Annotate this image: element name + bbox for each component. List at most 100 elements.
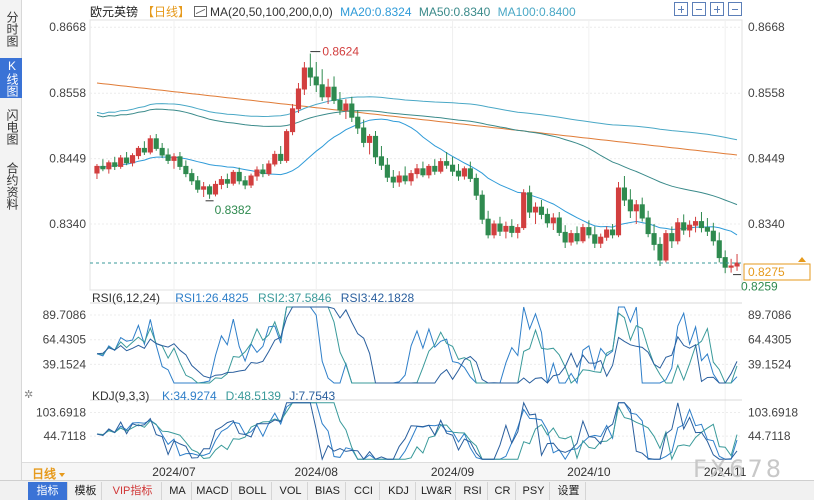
zoom-out-icon-3[interactable] (728, 2, 742, 16)
candle-body (562, 231, 568, 243)
indicator-legend-2: RSI3:42.1828 (341, 291, 415, 305)
indicator-tab-vol[interactable]: VOL (274, 482, 308, 500)
ma-settings-icon[interactable] (194, 6, 208, 17)
indicator-legend-0: K:34.9274 (162, 389, 217, 403)
indicator-title: RSI(6,12,24) (92, 291, 160, 305)
indicator-tab-boll[interactable]: BOLL (234, 482, 272, 500)
candle-body (189, 173, 195, 182)
candle-body (556, 217, 562, 233)
candle-body (349, 103, 355, 118)
indicator-legend-0: RSI1:26.4825 (175, 291, 249, 305)
last-price-box (743, 263, 811, 281)
candle-body (331, 86, 337, 101)
candle-body (147, 138, 153, 153)
candle-body (692, 221, 699, 226)
indicator-tab-kdj[interactable]: KDJ (382, 482, 416, 500)
indicator-tab-psy[interactable]: PSY (518, 482, 550, 500)
indicator-tab-macd[interactable]: MACD (194, 482, 232, 500)
osc-line-2 (96, 401, 738, 461)
candle-body (574, 233, 580, 242)
indicator-tab-vip[interactable]: VIP指标 (104, 482, 162, 500)
candle-body (485, 218, 491, 236)
indicator-tab-lwr[interactable]: LW&R (418, 482, 456, 500)
indicator-tab-cci[interactable]: CCI (348, 482, 380, 500)
osc-ytick-left: 89.7086 (43, 308, 87, 322)
candle-body (550, 217, 556, 224)
candle-body (621, 187, 628, 201)
candle-body (284, 131, 290, 161)
indicator-tab-ma[interactable]: MA (164, 482, 192, 500)
candle-body (592, 234, 598, 244)
candle-body (402, 175, 408, 182)
zoom-in-icon-0[interactable] (674, 2, 688, 16)
indicator-tab-[interactable]: 指标 (28, 482, 68, 500)
indicator-tab-[interactable]: 设置 (552, 482, 586, 500)
period-tab-daily[interactable]: 日线 (32, 465, 65, 482)
candle-body (604, 229, 610, 238)
indicator-tab-rsi[interactable]: RSI (458, 482, 488, 500)
candle-body (610, 229, 616, 236)
price-ytick-right: 0.8558 (748, 86, 785, 100)
candle-body (681, 222, 687, 231)
price-ytick-right: 0.8340 (748, 217, 785, 231)
zoom-in-icon-2[interactable] (710, 2, 724, 16)
period-label[interactable]: 【日线】 (142, 5, 191, 19)
indicator-tab-[interactable]: 模板 (70, 482, 102, 500)
rail-tab-2[interactable]: 闪电图 (5, 109, 19, 145)
price-ytick-right: 0.8449 (748, 152, 785, 166)
chart-canvas: 0.8668 0.8668 0.8558 0.8558 0.8449 0.8449 0.83… (36, 19, 811, 461)
indicator-tab-cr[interactable]: CR (490, 482, 516, 500)
candle-body (94, 165, 100, 174)
candle-body (544, 213, 550, 224)
osc-ytick-left: 103.6918 (36, 406, 86, 420)
chart-title-bar: 欧元英镑 【日线】 MA(20,50,100,200,0,0) MA20:0.832… (90, 3, 580, 19)
candle-body (627, 199, 633, 212)
price-ytick-left: 0.8558 (49, 86, 86, 100)
rail-tab-1[interactable]: K线图 (0, 58, 22, 98)
candle-body (639, 204, 645, 219)
ma200-line (96, 82, 738, 156)
osc-line-1 (96, 402, 738, 461)
candle-body (698, 221, 705, 229)
rail-tab-3[interactable]: 合约资料 (5, 162, 19, 210)
candle-body (568, 233, 574, 243)
candle-body (527, 192, 533, 213)
ma50-legend: MA50:0.8340 (418, 5, 491, 19)
candle-body (367, 135, 373, 143)
gear-icon[interactable]: ✲ (24, 389, 34, 401)
candle-body (473, 177, 479, 196)
price-ytick-left: 0.8449 (49, 152, 86, 166)
indicator-tab-bias[interactable]: BIAS (310, 482, 346, 500)
candle-body (112, 162, 118, 167)
instrument-name: 欧元英镑 (90, 5, 139, 19)
candle-body (455, 170, 462, 177)
candle-body (521, 192, 527, 229)
candle-body (212, 183, 219, 195)
indicator-toolbar: 指标 模板 VIP指标 MA MACD BOLL VOL BIAS CCI KDJ LW&R RSI C… (0, 480, 814, 500)
candle-body (355, 116, 361, 129)
ma20-line (96, 118, 738, 236)
ma-params: MA(20,50,100,200,0,0) (210, 5, 333, 19)
candle-body (538, 206, 545, 215)
low-label-2: 0.8259 (741, 280, 778, 294)
candle-body (295, 88, 302, 110)
watermark-logo: FX678 (692, 455, 784, 483)
candle-body (438, 161, 444, 172)
candle-body (586, 227, 592, 236)
date-axis: 日线 2024/07 2024/08 2024/09 2024/10 2024/11 (22, 462, 746, 482)
rail-tab-0[interactable]: 分时图 (5, 11, 19, 47)
candle-body (645, 217, 651, 235)
candle-body (497, 223, 503, 232)
candle-body (722, 257, 728, 268)
osc-ytick-right: 39.1524 (748, 357, 792, 371)
candle-body (580, 227, 586, 242)
candle-body (254, 169, 260, 177)
candle-body (159, 147, 165, 156)
candle-body (384, 164, 390, 178)
candle-body (343, 103, 349, 111)
zoom-out-icon-1[interactable] (692, 2, 706, 16)
price-ytick-left: 0.8668 (49, 20, 86, 34)
candle-body (218, 179, 224, 185)
candle-body (396, 175, 402, 183)
ma50-line (96, 108, 738, 206)
